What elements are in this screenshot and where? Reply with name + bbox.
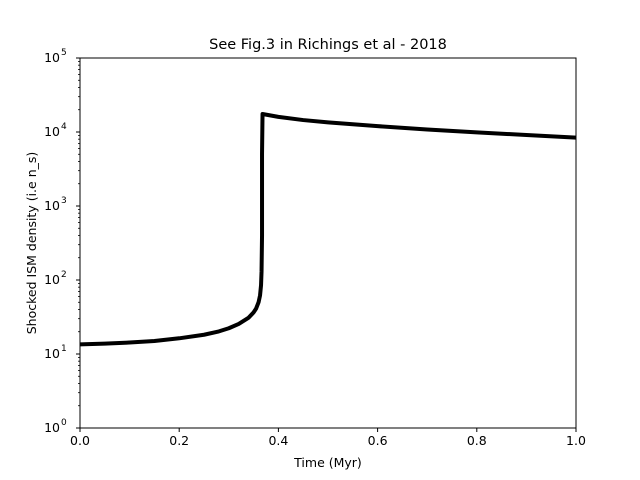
x-tick-label: 0.6 [368,433,388,448]
y-tick-label: 10 [44,272,60,287]
x-tick-label: 0.4 [268,433,288,448]
plot-area [79,57,577,429]
y-tick-label: 10 [44,420,60,435]
x-axis-label: Time (Myr) [293,455,362,470]
y-tick-label: 10 [44,50,60,65]
y-tick-exponent: 0 [61,418,67,428]
y-tick-exponent: 2 [61,270,67,280]
x-tick-label: 0.0 [70,433,90,448]
chart-title: See Fig.3 in Richings et al - 2018 [209,37,447,53]
y-tick-label: 10 [44,124,60,139]
y-tick-exponent: 1 [61,344,67,354]
y-tick-exponent: 4 [61,122,67,132]
axes-frame [79,57,577,429]
x-tick-label: 0.8 [467,433,487,448]
x-axis-ticks: 0.0 0.2 0.4 0.6 0.8 1.0 [70,428,586,448]
x-tick-label: 1.0 [566,433,586,448]
y-tick-label: 10 [44,346,60,361]
y-tick-exponent: 3 [61,196,67,206]
y-axis-label: Shocked ISM density (i.e n_s) [24,152,39,335]
y-tick-label: 10 [44,198,60,213]
series-line-0 [79,112,577,347]
y-tick-exponent: 5 [61,48,67,58]
x-tick-label: 0.2 [169,433,189,448]
